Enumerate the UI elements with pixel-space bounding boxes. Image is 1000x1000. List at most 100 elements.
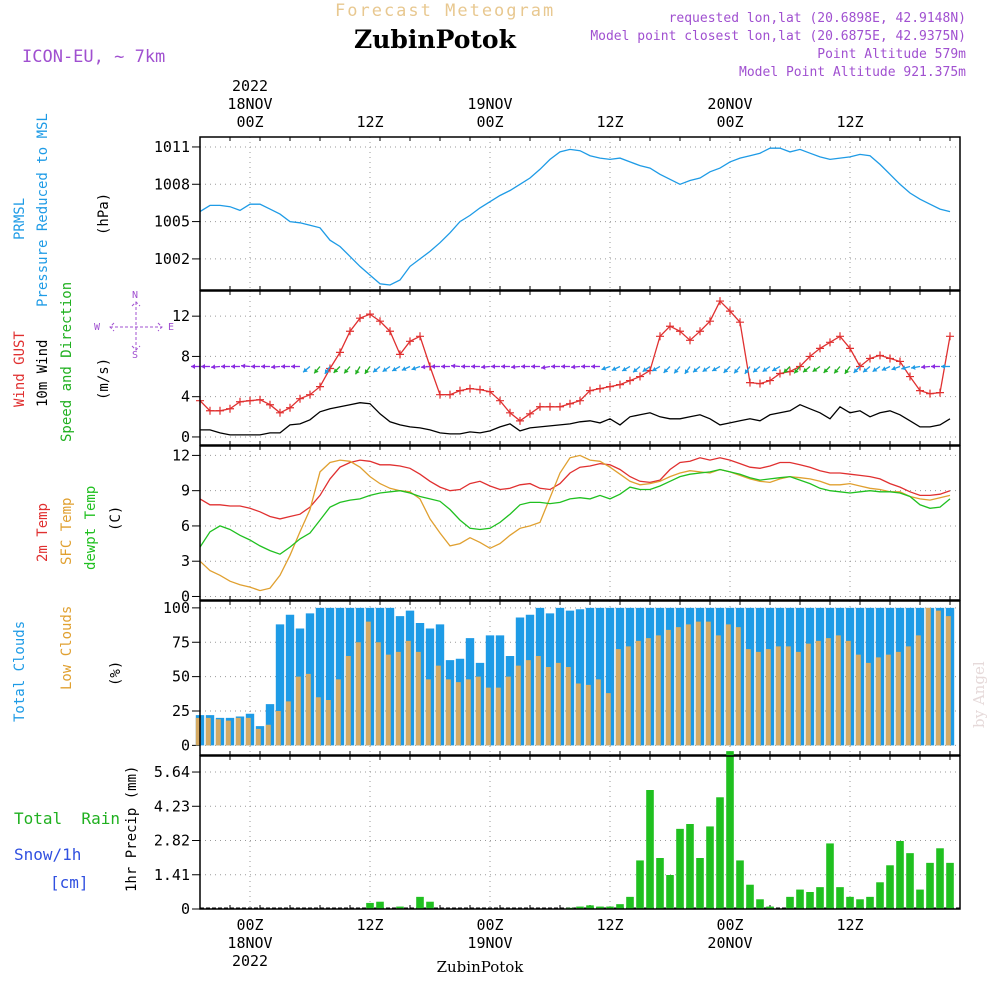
time-label-top: 00Z — [716, 113, 743, 131]
wind-arrowhead — [211, 364, 216, 370]
y-tick-label: 1.41 — [154, 866, 190, 884]
time-label-top: 00Z — [476, 113, 503, 131]
compass-n: N — [132, 290, 138, 301]
closest-coords: Model point closest lon,lat (20.6875E, 4… — [590, 29, 966, 44]
wind-label-10m: 10m Wind — [35, 340, 51, 407]
low-cloud-bar — [215, 719, 221, 746]
gust-marker — [946, 332, 954, 341]
gust-marker — [416, 332, 424, 341]
wind-arrowhead — [794, 368, 799, 374]
panel-bg — [200, 756, 960, 909]
precip-bar — [886, 865, 894, 909]
time-label-bottom: 2022 — [232, 952, 268, 970]
wind-arrowhead — [702, 367, 708, 372]
gust-marker — [476, 385, 484, 394]
pressure-labels: PRMSL Pressure Reduced to MSL (hPa) — [12, 113, 112, 307]
gust-marker — [456, 386, 464, 395]
y-tick-label: 100 — [163, 599, 190, 617]
y-tick-label: 12 — [172, 307, 190, 325]
wind-arrowhead — [303, 367, 308, 373]
time-label-top: 19NOV — [467, 95, 512, 113]
time-label-top: 12Z — [356, 113, 383, 131]
precip-panel: 0 1.41 2.82 4.23 5.64 — [154, 751, 961, 918]
gust-marker — [916, 386, 924, 395]
precip-bar — [636, 860, 644, 909]
wind-arrowhead — [921, 364, 926, 370]
wind-arrowhead — [823, 368, 829, 373]
low-cloud-bar — [935, 610, 941, 746]
y-tick-label: 2.82 — [154, 832, 190, 850]
y-tick-label: 9 — [181, 482, 190, 500]
low-cloud-bar — [575, 683, 581, 746]
wind-arrowhead — [901, 365, 906, 371]
gust-marker — [746, 378, 754, 387]
low-cloud-bar — [745, 649, 751, 746]
wind-labels: Wind GUST 10m Wind Speed and Direction (… — [12, 282, 112, 442]
wind-compass: N S W E — [94, 290, 174, 361]
total-cloud-bar — [595, 607, 605, 746]
wind-arrowhead — [581, 363, 585, 369]
wind-arrowhead — [541, 364, 546, 370]
wind-arrowhead — [941, 363, 945, 369]
watermark: by Angel — [970, 661, 988, 728]
wind-arrowhead — [674, 368, 679, 374]
pressure-label-2: Pressure Reduced to MSL — [35, 113, 51, 307]
wind-arrowhead — [481, 364, 486, 370]
precip-bar — [816, 887, 824, 909]
series-line — [199, 457, 951, 520]
low-cloud-bar — [285, 701, 291, 746]
wind-arrowhead — [201, 363, 205, 369]
gust-marker — [326, 364, 334, 373]
gust-marker — [856, 362, 864, 371]
gust-marker — [316, 382, 324, 391]
low-cloud-bar — [455, 682, 461, 746]
wind-arrowhead — [611, 366, 617, 371]
precip-bar — [716, 797, 724, 909]
precip-bar — [676, 828, 684, 909]
time-label-bottom: 18NOV — [227, 934, 272, 952]
wind-arrowhead — [261, 363, 265, 369]
precip-bar — [596, 906, 604, 909]
y-tick-label: 6 — [181, 517, 190, 535]
wind-arrowhead — [633, 367, 638, 373]
temperature-panel: 0 3 6 9 12 — [172, 445, 961, 605]
gust-marker — [716, 297, 724, 306]
total-cloud-bar — [575, 609, 585, 746]
total-cloud-bar — [605, 607, 615, 746]
low-cloud-bar — [415, 651, 421, 746]
temp-unit: (C) — [108, 506, 124, 531]
gust-marker — [696, 327, 704, 336]
wind-arrowhead — [863, 367, 868, 373]
low-cloud-bar — [765, 649, 771, 746]
wind-arrowhead — [652, 366, 657, 372]
low-cloud-bar — [675, 627, 681, 746]
series-line — [200, 402, 951, 436]
low-cloud-bar — [735, 627, 741, 746]
time-label-top: 18NOV — [227, 95, 272, 113]
wind-arrowhead — [501, 363, 505, 369]
wind-arrowhead — [911, 364, 916, 370]
wind-unit: (m/s) — [96, 358, 112, 400]
gust-marker — [436, 390, 444, 399]
wind-arrowhead — [355, 369, 360, 375]
wind-arrowhead — [591, 363, 595, 369]
precip-bar — [646, 790, 654, 909]
requested-coords: requested lon,lat (20.6898E, 42.9148N) — [669, 11, 966, 26]
total-cloud-bar — [315, 607, 325, 746]
low-cloud-bar — [225, 720, 231, 746]
wind-arrowhead — [421, 364, 426, 370]
low-cloud-bar — [775, 646, 781, 746]
gust-marker — [206, 406, 214, 415]
gust-marker — [736, 318, 744, 327]
precip-bar — [626, 896, 634, 909]
gust-marker — [876, 351, 884, 360]
low-cloud-bar — [855, 654, 861, 746]
clouds-label-low: Low Clouds — [59, 606, 75, 690]
low-cloud-bar — [605, 693, 611, 746]
total-cloud-bar — [285, 614, 295, 746]
wind-panel: 0 4 8 12 — [172, 290, 961, 446]
low-cloud-bar — [345, 656, 351, 746]
y-tick-label: 4.23 — [154, 797, 190, 815]
time-label-top: 2022 — [232, 77, 268, 95]
panel-frame — [199, 136, 961, 291]
